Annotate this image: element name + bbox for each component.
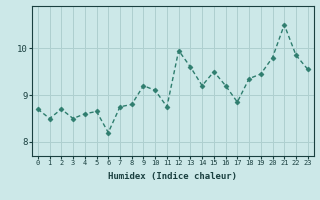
X-axis label: Humidex (Indice chaleur): Humidex (Indice chaleur) xyxy=(108,172,237,181)
